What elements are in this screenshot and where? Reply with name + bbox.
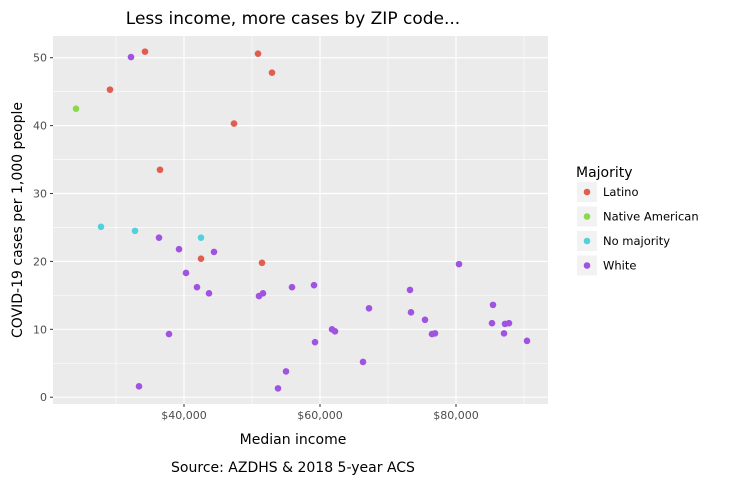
y-tick-label: 40 (33, 120, 47, 133)
point-white (489, 301, 497, 309)
point-white (431, 330, 439, 337)
point-white (155, 234, 163, 241)
y-tick-label: 30 (33, 188, 47, 201)
legend-marker (583, 237, 591, 245)
y-tick-label: 50 (33, 52, 47, 65)
legend-marker (583, 188, 591, 196)
point-latino (156, 166, 164, 174)
point-latino (258, 259, 266, 267)
point-white (205, 290, 213, 297)
point-white (331, 328, 339, 335)
point-white (359, 358, 367, 366)
point-white (135, 383, 143, 390)
point-white (407, 309, 415, 316)
point-white (311, 338, 319, 346)
point-white (165, 330, 173, 338)
legend-marker (583, 213, 591, 220)
point-native-american (72, 105, 80, 112)
legend-label: No majority (603, 234, 670, 248)
y-axis-label: COVID-19 cases per 1,000 people (10, 102, 26, 338)
point-white (310, 281, 318, 289)
point-latino (106, 86, 114, 93)
legend-marker (583, 262, 591, 269)
point-white (193, 283, 201, 291)
point-white (288, 283, 296, 291)
point-white (505, 319, 513, 327)
caption: Source: AZDHS & 2018 5-year ACS (171, 460, 415, 476)
point-white (175, 245, 183, 253)
point-white (259, 290, 267, 297)
point-white (421, 316, 429, 324)
point-latino (268, 69, 276, 76)
point-white (406, 286, 414, 294)
legend-title: Majority (576, 165, 633, 181)
point-white (182, 269, 190, 277)
y-tick-label: 10 (33, 323, 47, 336)
point-latino (197, 255, 205, 263)
point-latino (141, 48, 149, 55)
legend-label: Native American (603, 210, 699, 224)
point-no-majority (97, 223, 105, 231)
x-axis-label: Median income (240, 432, 347, 448)
point-white (274, 385, 282, 392)
point-white (455, 260, 463, 268)
point-white (282, 368, 290, 375)
plot-panel (53, 36, 548, 404)
x-tick-label: $80,000 (433, 409, 479, 422)
legend-label: White (603, 259, 636, 273)
y-tick-label: 20 (33, 255, 47, 268)
point-no-majority (197, 234, 205, 241)
point-no-majority (131, 227, 139, 235)
y-tick-label: 0 (40, 391, 47, 404)
point-white (500, 330, 508, 337)
point-white (523, 337, 531, 345)
x-tick-label: $40,000 (161, 409, 207, 422)
point-white (488, 319, 496, 327)
point-latino (230, 120, 238, 127)
point-white (127, 53, 135, 61)
point-white (365, 304, 373, 312)
chart-title: Less income, more cases by ZIP code... (126, 9, 460, 29)
x-tick-label: $60,000 (297, 409, 343, 422)
point-latino (254, 50, 262, 57)
point-white (210, 248, 218, 256)
legend-label: Latino (603, 185, 638, 199)
